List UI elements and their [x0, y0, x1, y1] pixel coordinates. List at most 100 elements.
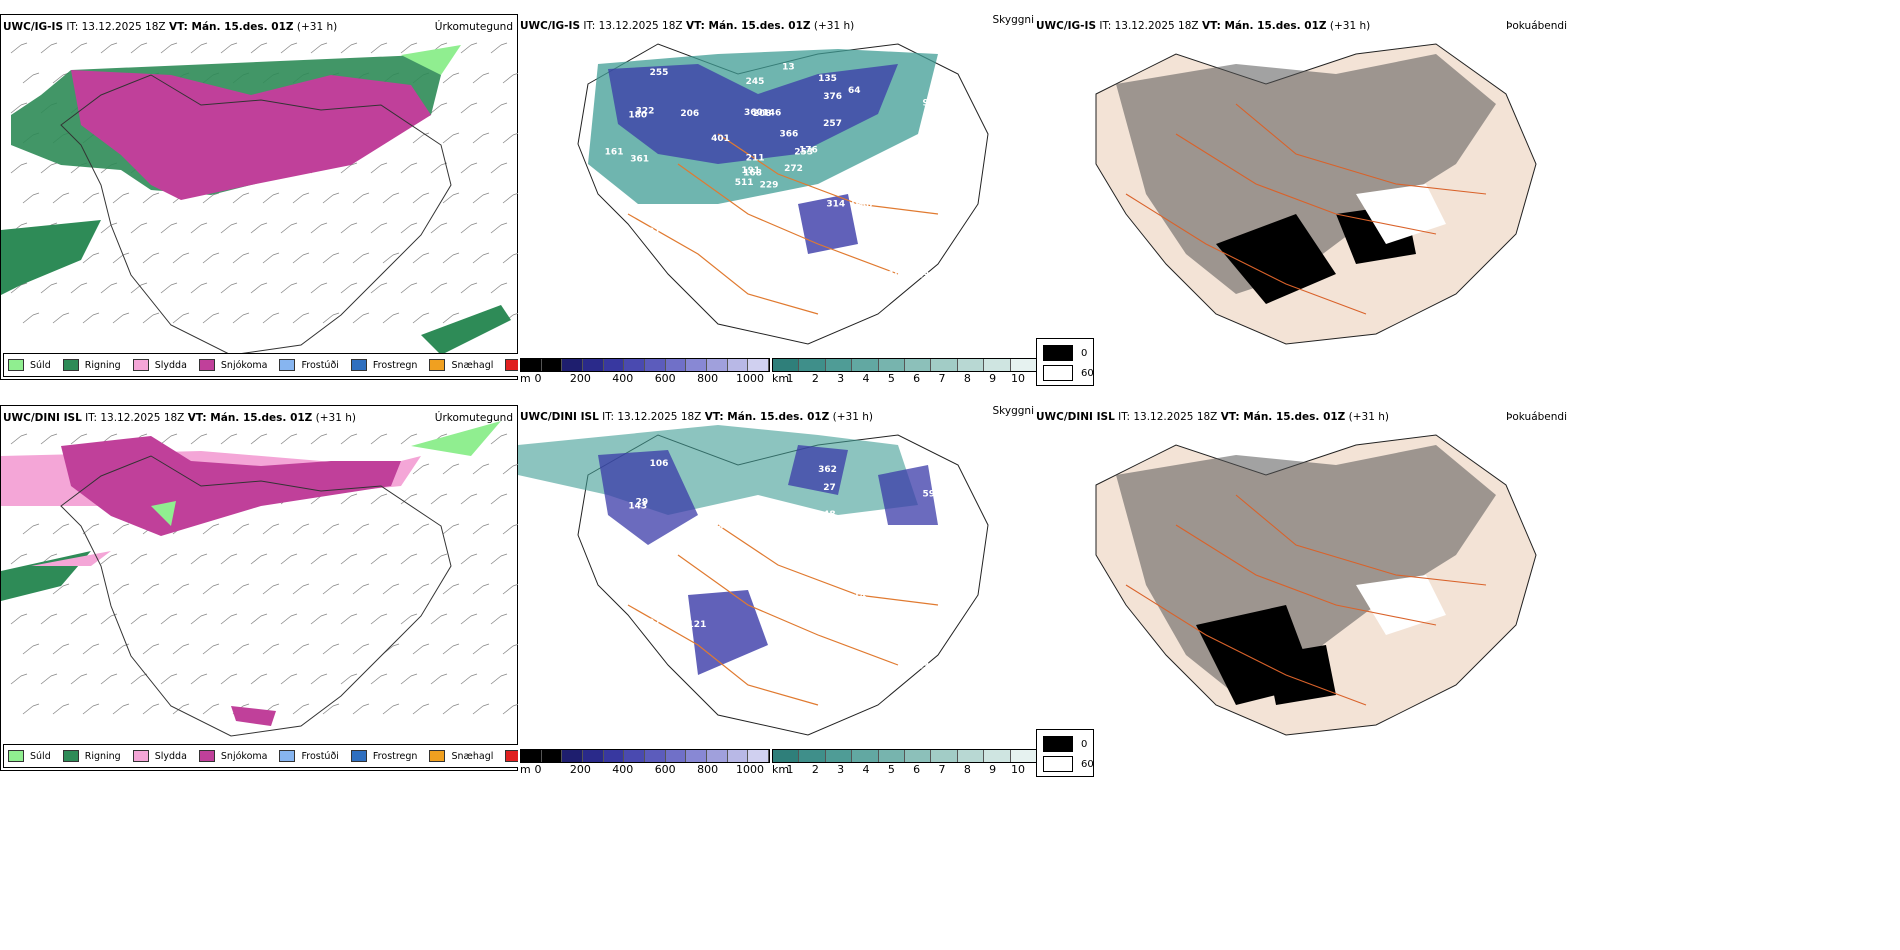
cloud-base-label: 106: [650, 459, 669, 469]
glacier-white: [1356, 575, 1446, 635]
wind-barb: [250, 433, 268, 445]
precip-type-panel-row2: UWC/DINI ISL IT: 13.12.2025 18Z VT: Mán.…: [0, 405, 575, 771]
wind-barb: [400, 222, 418, 234]
wind-barb: [220, 433, 238, 445]
wind-barb: [442, 132, 460, 144]
wind-barb: [460, 102, 478, 114]
cloud-base-label: 321: [642, 227, 661, 237]
wind-barb: [202, 703, 220, 715]
legend-item: Rigning: [62, 750, 121, 762]
cloud-base-label: 92: [784, 555, 797, 565]
colorbar-unit: m: [520, 763, 531, 776]
fog-legend: 0 60: [1036, 729, 1094, 777]
wind-barb: [70, 673, 88, 685]
wind-barb: [370, 493, 388, 505]
wind-barb: [442, 583, 460, 595]
wind-barb: [472, 523, 490, 535]
wind-barb: [472, 72, 490, 84]
legend-swatch: [62, 359, 79, 371]
wind-barb: [340, 42, 358, 54]
cloud-base-label: 208: [753, 109, 772, 119]
wind-barb: [472, 132, 490, 144]
wind-barb: [352, 192, 370, 204]
cloud-base-label: 29: [636, 497, 649, 507]
wind-barb: [460, 613, 478, 625]
wind-barb: [370, 433, 388, 445]
visibility-colorbar: km 1 2 3 4 5 6 7 8 9 10: [772, 358, 1038, 388]
wind-barb: [322, 523, 340, 535]
wind-barb: [70, 42, 88, 54]
wind-barb: [10, 102, 28, 114]
wind-barb: [52, 583, 70, 595]
wind-barb: [502, 643, 519, 655]
wind-barb: [22, 643, 40, 655]
wind-barb: [352, 523, 370, 535]
cloud-base-label: 143: [628, 502, 647, 512]
legend-label: Snæhagl: [451, 359, 494, 371]
cloud-base-label: 157: [760, 571, 779, 581]
wind-barb: [40, 282, 58, 294]
wind-barb: [292, 523, 310, 535]
wind-barb: [460, 493, 478, 505]
wind-barb: [370, 222, 388, 234]
cloud-base-label: 64: [848, 86, 861, 96]
wind-barb: [490, 42, 508, 54]
cloud-base-label: 272: [784, 164, 803, 174]
cloud-base-label: 121: [688, 620, 707, 630]
wind-barb: [412, 252, 430, 264]
wind-barb: [400, 493, 418, 505]
wind-barb: [112, 252, 130, 264]
wind-barb: [340, 433, 358, 445]
visibility-colorbar: km 1 2 3 4 5 6 7 8 9 10: [772, 749, 1038, 779]
colorbar-boxes: [520, 358, 770, 372]
cloud-base-label: 163: [742, 241, 761, 251]
legend-item: Súld: [8, 359, 51, 371]
cloud-base-label: 48: [823, 510, 836, 520]
cloud-base-label: 111: [630, 546, 649, 556]
wind-barb: [40, 42, 58, 54]
cloud-base-label: 27: [823, 483, 836, 493]
wind-barb: [190, 613, 208, 625]
wind-barb: [400, 162, 418, 174]
cloud-base-label: 333: [794, 538, 813, 548]
colorbar-tick: 10: [1011, 763, 1025, 776]
wind-barb: [382, 192, 400, 204]
wind-barb: [82, 192, 100, 204]
wind-barb: [370, 42, 388, 54]
colorbar-tick: 4: [862, 372, 870, 385]
wind-barb: [442, 463, 460, 475]
legend-label: Frostúði: [301, 750, 339, 762]
wind-barb: [322, 312, 340, 324]
colorbar-unit: km: [772, 763, 790, 776]
wind-barb: [370, 553, 388, 565]
legend-item: Frostregn: [350, 750, 417, 762]
wind-barb: [262, 312, 280, 324]
cloud-base-label: 86: [753, 500, 766, 510]
wind-barb: [340, 282, 358, 294]
panel-title: UWC/IG-IS IT: 13.12.2025 18Z VT: Mán. 15…: [3, 21, 338, 33]
snow-area: [71, 70, 431, 200]
wind-barb: [172, 252, 190, 264]
colorbar-tick: 4: [862, 763, 870, 776]
wind-barb: [202, 523, 220, 535]
colorbar-tick: 8: [963, 372, 971, 385]
wind-barb: [130, 42, 148, 54]
wind-barb: [280, 42, 298, 54]
legend-swatch: [8, 750, 24, 762]
visibility-area: [518, 425, 918, 515]
wind-barb: [160, 553, 178, 565]
wind-barb: [352, 312, 370, 324]
legend-label: Slydda: [154, 359, 187, 371]
cloud-base-label: 13: [782, 62, 795, 72]
wind-barb: [412, 192, 430, 204]
iceland-coast: [60, 455, 452, 737]
wind-barb: [490, 673, 508, 685]
cloud-base-label: 265: [743, 559, 762, 569]
precip-type-map-row2: [1, 421, 519, 737]
wind-barb: [430, 162, 448, 174]
wind-barb: [250, 673, 268, 685]
cloud-base-label: 750: [672, 252, 691, 262]
cloud-base-label: 162: [922, 128, 941, 138]
cloud-base-label: 362: [818, 465, 837, 475]
wind-barb: [232, 192, 250, 204]
